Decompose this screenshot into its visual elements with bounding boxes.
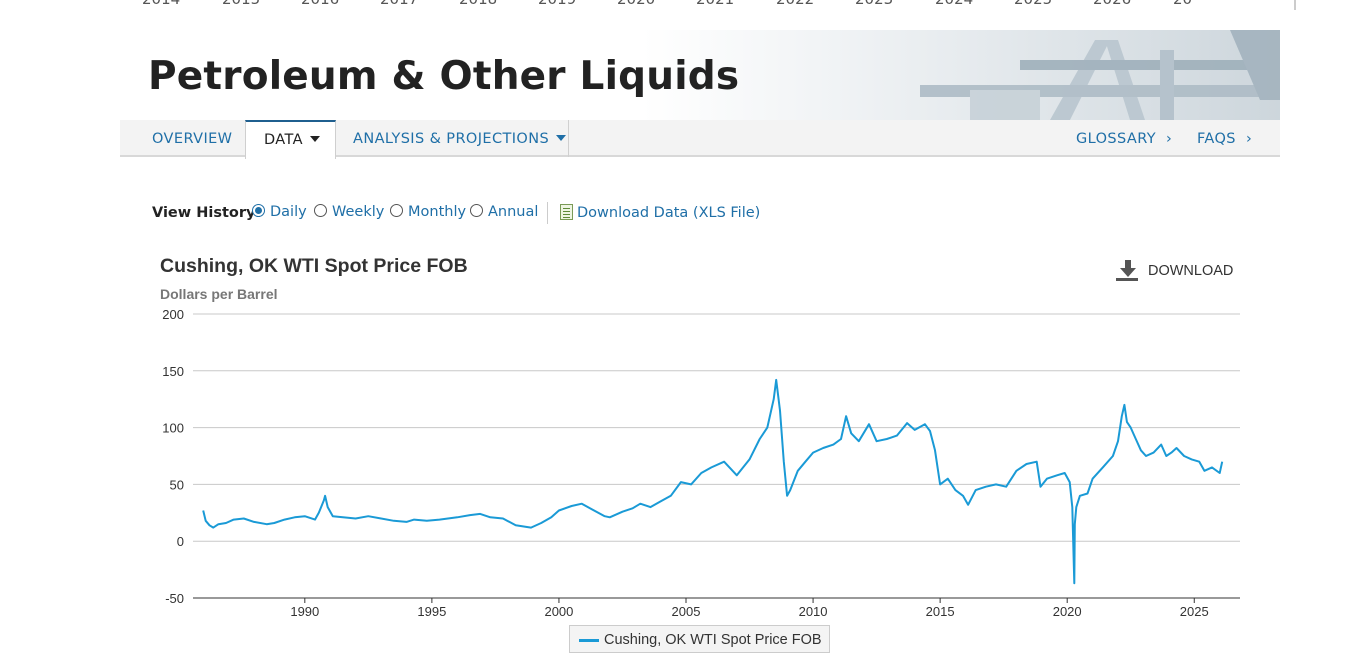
view-history-label: View History:: [152, 205, 262, 221]
top-year-label: 2025: [1014, 0, 1052, 8]
radio-weekly-label: Weekly: [332, 204, 385, 220]
series-line: [202, 378, 1224, 585]
nav-data-label: DATA: [264, 132, 303, 148]
radio-daily[interactable]: Daily: [252, 204, 307, 220]
chart-y-label: Dollars per Barrel: [160, 286, 278, 302]
top-year-label: 2023: [855, 0, 893, 8]
wti-price-chart: -50 0 50 100 150 200 1990 1995 2000 2005 2010 2015 2…: [162, 307, 1240, 619]
x-tick-label: 2020: [1053, 604, 1082, 619]
top-year-label: 20: [1173, 0, 1192, 8]
nav-data[interactable]: DATA: [245, 120, 336, 159]
top-year-label: 2018: [459, 0, 497, 8]
top-divider: [1294, 0, 1296, 10]
page-title: Petroleum & Other Liquids: [148, 54, 740, 99]
history-divider: [547, 202, 548, 224]
x-tick-label: 1995: [417, 604, 446, 619]
nav-glossary[interactable]: GLOSSARY ›: [1076, 120, 1172, 157]
radio-weekly[interactable]: Weekly: [314, 204, 384, 220]
nav-analysis-label: ANALYSIS & PROJECTIONS: [353, 131, 550, 147]
spreadsheet-icon: [560, 204, 573, 220]
x-tick-label: 2015: [926, 604, 955, 619]
chart-legend[interactable]: Cushing, OK WTI Spot Price FOB: [569, 625, 830, 653]
x-tick-label: 2010: [799, 604, 828, 619]
top-year-label: 2015: [222, 0, 260, 8]
y-tick-label: 150: [162, 364, 184, 379]
top-year-strip: 2014 2015 2016 2017 2018 2019 2020 2021 2022 2023…: [120, 0, 1280, 8]
y-tick-label: 0: [177, 534, 184, 549]
caret-down-icon: [556, 135, 567, 141]
y-tick-label: 200: [162, 307, 184, 322]
top-year-label: 2017: [380, 0, 418, 8]
radio-monthly[interactable]: Monthly: [390, 204, 466, 220]
nav-faqs[interactable]: FAQS ›: [1197, 120, 1252, 157]
y-tick-label: 100: [162, 421, 184, 436]
download-button-label: DOWNLOAD: [1148, 263, 1234, 279]
nav-overview-label: OVERVIEW: [152, 131, 233, 147]
top-year-label: 2021: [696, 0, 734, 8]
top-year-label: 2016: [301, 0, 339, 8]
legend-label: Cushing, OK WTI Spot Price FOB: [604, 632, 822, 648]
radio-annual-label: Annual: [488, 204, 539, 220]
caret-down-icon: [309, 136, 320, 142]
chevron-right-icon: ›: [1166, 131, 1173, 147]
nav-analysis[interactable]: ANALYSIS & PROJECTIONS: [353, 120, 567, 157]
page-banner: Petroleum & Other Liquids: [120, 30, 1280, 120]
legend-swatch: [579, 639, 599, 642]
radio-selected-icon: [252, 204, 265, 217]
nav-divider: [568, 120, 569, 157]
download-icon: [1116, 260, 1138, 281]
top-year-label: 2022: [776, 0, 814, 8]
y-tick-label: 50: [170, 477, 184, 492]
main-nav: OVERVIEW DATA ANALYSIS & PROJECTIONS GLO…: [120, 120, 1280, 159]
oil-pump-illustration: [920, 30, 1280, 120]
x-tick-label: 2025: [1180, 604, 1209, 619]
nav-glossary-label: GLOSSARY: [1076, 131, 1157, 147]
nav-overview[interactable]: OVERVIEW: [152, 120, 232, 157]
x-tick-label: 2005: [672, 604, 701, 619]
top-year-label: 2026: [1093, 0, 1131, 8]
radio-monthly-label: Monthly: [408, 204, 467, 220]
x-tick-label: 2000: [544, 604, 573, 619]
top-year-label: 2024: [935, 0, 973, 8]
radio-empty-icon: [314, 204, 327, 217]
radio-daily-label: Daily: [270, 204, 307, 220]
download-xls-link[interactable]: Download Data (XLS File): [560, 204, 760, 221]
download-xls-label: Download Data (XLS File): [577, 205, 761, 221]
chart-title: Cushing, OK WTI Spot Price FOB: [160, 255, 468, 277]
radio-annual[interactable]: Annual: [470, 204, 538, 220]
radio-empty-icon: [390, 204, 403, 217]
radio-empty-icon: [470, 204, 483, 217]
y-tick-label: -50: [165, 591, 184, 606]
top-year-label: 2019: [538, 0, 576, 8]
top-year-label: 2014: [142, 0, 180, 8]
nav-faqs-label: FAQS: [1197, 131, 1236, 147]
chevron-right-icon: ›: [1245, 131, 1253, 147]
top-year-label: 2020: [617, 0, 655, 8]
x-tick-label: 1990: [290, 604, 319, 619]
